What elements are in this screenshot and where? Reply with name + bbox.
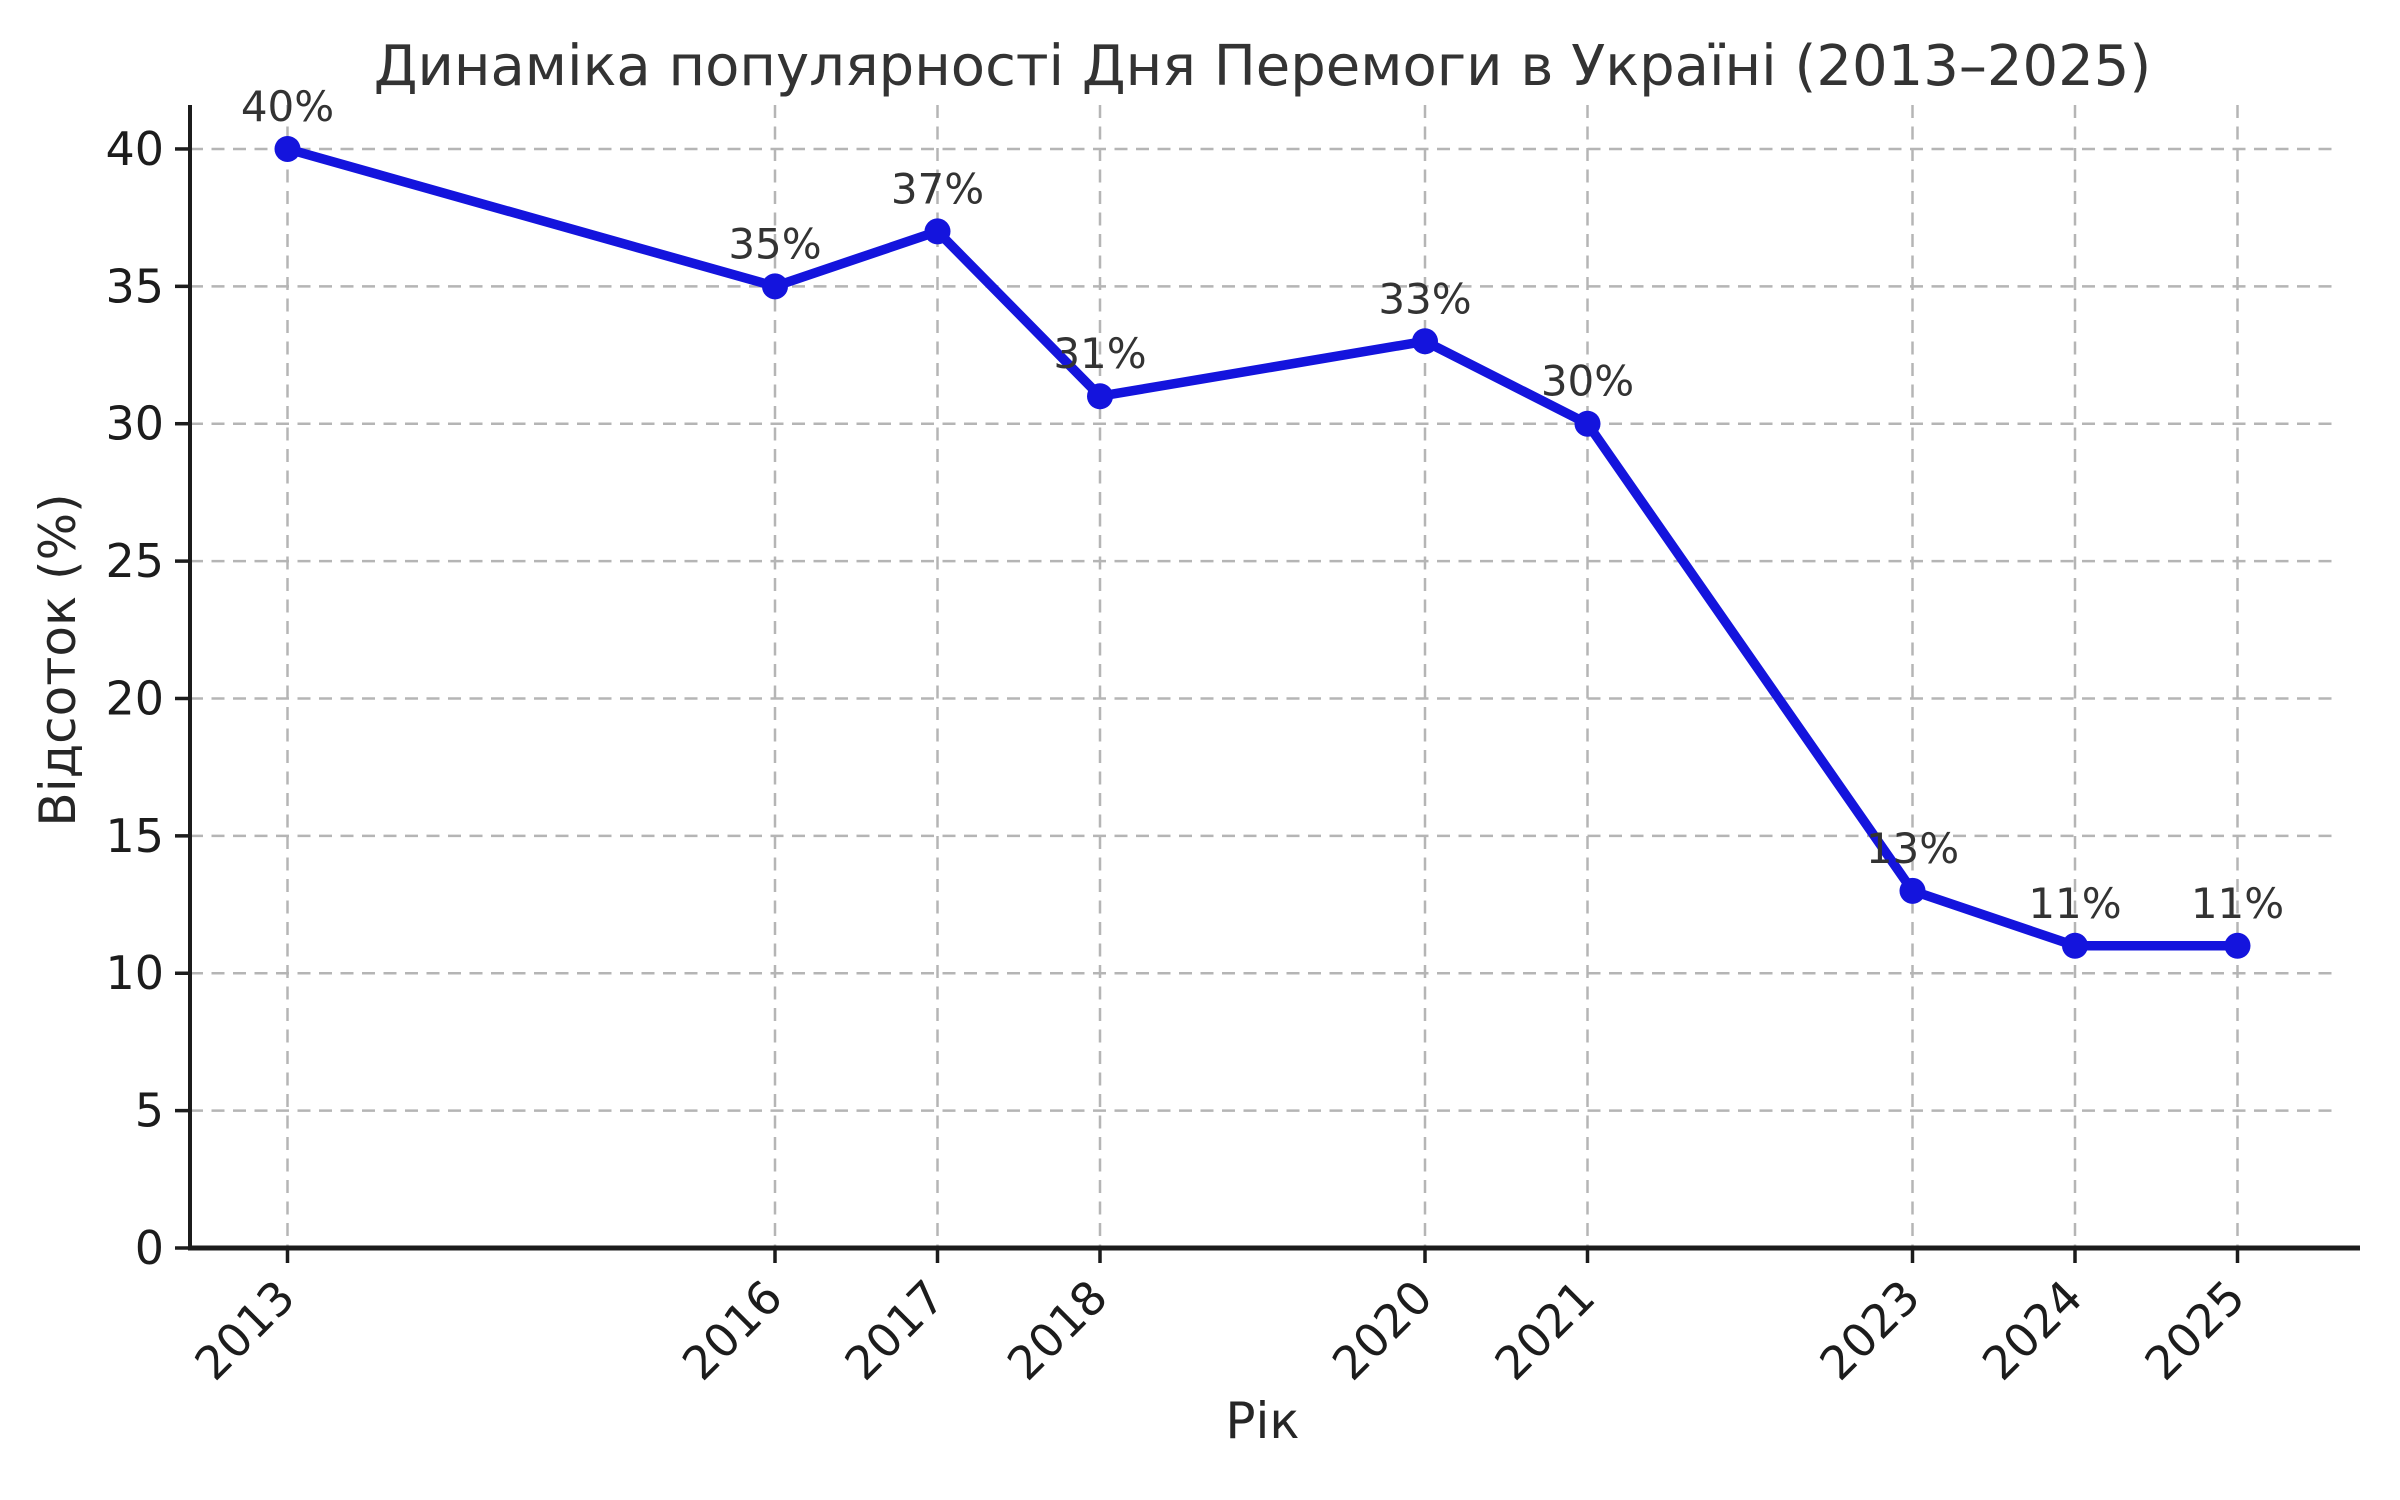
data-point-marker bbox=[2224, 932, 2251, 959]
y-tick-label: 20 bbox=[105, 671, 164, 725]
data-point-label: 13% bbox=[1866, 824, 1959, 873]
y-tick-label: 0 bbox=[135, 1221, 164, 1275]
x-tick-label: 2023 bbox=[1809, 1270, 1930, 1391]
data-point-marker bbox=[1899, 877, 1926, 904]
data-point-marker bbox=[1087, 383, 1113, 410]
chart-title: Динаміка популярності Дня Перемоги в Укр… bbox=[373, 34, 2152, 99]
y-tick-label: 10 bbox=[105, 946, 164, 1000]
data-point-label: 31% bbox=[1053, 329, 1146, 378]
x-tick-label: 2020 bbox=[1322, 1270, 1443, 1391]
data-point-marker bbox=[1412, 328, 1438, 355]
x-axis-title: Рік bbox=[1225, 1392, 1300, 1450]
data-point-marker bbox=[762, 273, 788, 300]
x-tick-label: 2013 bbox=[184, 1270, 305, 1391]
x-tick-label: 2017 bbox=[834, 1270, 955, 1391]
y-tick-label: 15 bbox=[105, 809, 164, 863]
x-tick-label: 2016 bbox=[672, 1270, 793, 1391]
x-tick-label: 2024 bbox=[1972, 1270, 2093, 1391]
x-tick-label: 2021 bbox=[1484, 1270, 1605, 1391]
data-point-label: 40% bbox=[241, 82, 334, 131]
y-tick-label: 30 bbox=[105, 397, 164, 451]
x-tick-label: 2025 bbox=[2134, 1270, 2255, 1391]
data-point-label: 37% bbox=[891, 164, 984, 213]
y-axis-title: Відсоток (%) bbox=[29, 493, 87, 827]
data-point-marker bbox=[2062, 932, 2088, 959]
data-point-marker bbox=[1574, 410, 1601, 437]
data-point-label: 11% bbox=[2028, 879, 2121, 928]
data-point-label: 33% bbox=[1378, 274, 1471, 323]
y-tick-label: 40 bbox=[105, 122, 164, 176]
x-tick-label: 2018 bbox=[997, 1270, 1118, 1391]
y-tick-label: 25 bbox=[105, 534, 164, 588]
data-point-marker bbox=[924, 218, 951, 245]
data-point-label: 35% bbox=[728, 219, 821, 268]
data-point-label: 30% bbox=[1541, 357, 1634, 406]
y-tick-label: 35 bbox=[105, 259, 164, 313]
data-point-label: 11% bbox=[2191, 879, 2284, 928]
data-point-marker bbox=[274, 135, 301, 162]
y-tick-label: 5 bbox=[135, 1084, 164, 1138]
